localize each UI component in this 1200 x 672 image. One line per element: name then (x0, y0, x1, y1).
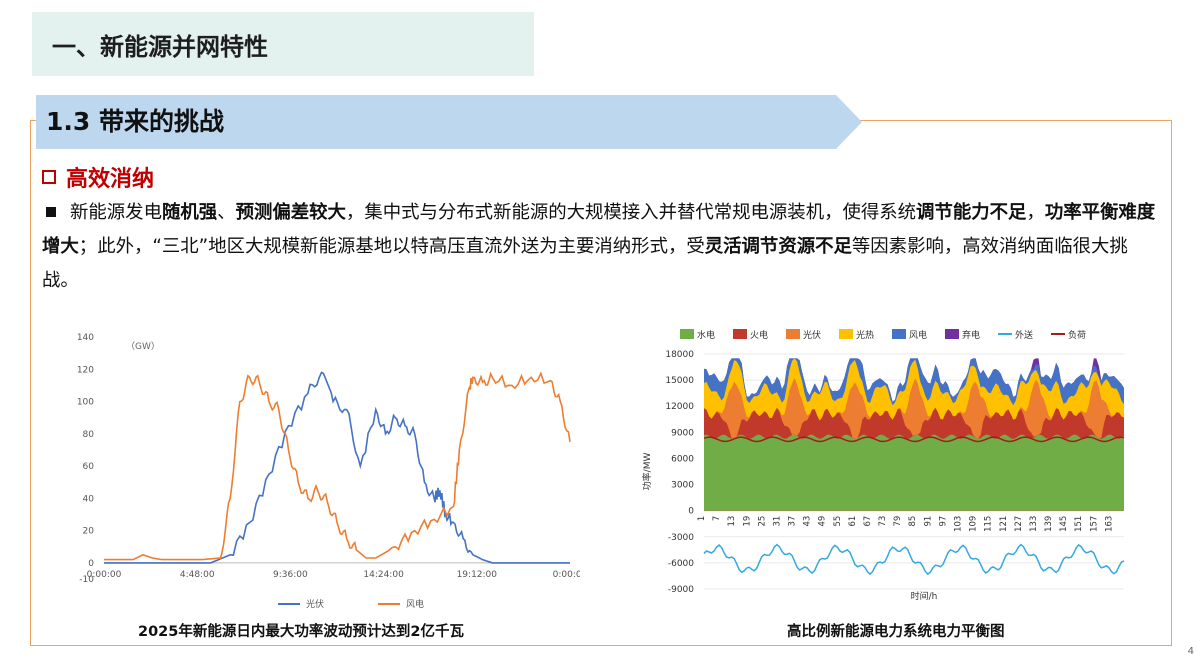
heading-text: 高效消纳 (66, 167, 155, 192)
series-line-pv (104, 371, 570, 564)
x-axis-label: 时间/h (911, 590, 938, 602)
x-tick-label: 163 (1104, 516, 1114, 532)
square-bullet-icon (42, 170, 56, 184)
y-tick-label: 15000 (665, 376, 694, 386)
y-tick-label: 9000 (671, 428, 694, 438)
bullet-icon (46, 207, 56, 217)
load-line (703, 436, 1125, 443)
y-tick-label: 140 (77, 333, 94, 343)
legend-swatch (839, 329, 853, 339)
y-tick-label: -10 (79, 575, 94, 585)
legend-swatch (945, 329, 959, 339)
legend-label: 光伏 (306, 598, 324, 610)
legend-label: 风电 (909, 329, 927, 341)
legend-swatch (892, 329, 906, 339)
x-tick-label: 157 (1089, 516, 1099, 532)
x-tick-label: 37 (788, 516, 798, 527)
x-tick-label: 19:12:00 (457, 570, 498, 580)
power-fluctuation-chart: （GW） -10 0 20 40 60 80 100 120 140 0:00:00 4:48:00 9… (77, 333, 580, 610)
x-tick-label: 9:36:00 (273, 570, 308, 580)
y-tick-label: -9000 (668, 585, 694, 595)
x-tick-label: 127 (1014, 516, 1024, 532)
x-tick-label: 85 (908, 516, 918, 527)
challenge-paragraph: 新能源发电随机强、预测偏差较大，集中式与分布式新能源的大规模接入并替代常规电源装… (42, 202, 1156, 291)
x-tick-label: 67 (863, 516, 873, 527)
y-tick-label: 120 (77, 365, 94, 375)
legend-swatch (680, 329, 694, 339)
x-tick-label: 1 (697, 516, 707, 521)
y-tick-label: 3000 (671, 481, 694, 491)
x-tick-label: 61 (848, 516, 858, 527)
x-tick-label: 133 (1029, 516, 1039, 532)
x-tick-label: 49 (818, 516, 828, 527)
power-balance-chart: 水电 火电 光伏 光热 风电 弃电 外送 负荷 -9000 -6000 -3000 0 3000 6000… (641, 329, 1125, 602)
x-tick-label: 145 (1059, 516, 1069, 532)
legend-label: 水电 (697, 329, 715, 341)
heading-efficient-consumption: 高效消纳 (42, 161, 154, 193)
y-tick-label: 20 (83, 527, 95, 537)
x-tick-label: 4:48:00 (180, 570, 215, 580)
legend-label: 风电 (406, 598, 424, 610)
legend-swatch (786, 329, 800, 339)
x-tick-label: 91 (923, 516, 933, 527)
x-tick-label: 73 (878, 516, 888, 527)
y-tick-label: 18000 (665, 350, 694, 360)
y-tick-label: 6000 (671, 454, 694, 464)
legend-label: 外送 (1015, 329, 1033, 341)
chart-left-caption: 2025年新能源日内最大功率波动预计达到2亿千瓦 (138, 624, 464, 640)
y-tick-label: 0 (688, 507, 694, 517)
page-number: 4 (1187, 646, 1194, 657)
y-axis-label: 功率/MW (641, 453, 653, 491)
x-tick-label: 151 (1074, 516, 1084, 532)
y-tick-label: 60 (83, 462, 95, 472)
x-tick-label: 25 (757, 516, 767, 527)
x-tick-label: 0:00:00 (87, 570, 122, 580)
x-tick-label: 139 (1044, 516, 1054, 532)
sub-title: 1.3 带来的挑战 (46, 107, 224, 136)
x-tick-label: 13 (727, 516, 737, 527)
x-tick-label: 7 (712, 516, 722, 521)
x-tick-label: 97 (938, 516, 948, 527)
y-tick-label: 40 (83, 494, 95, 504)
x-tick-label: 14:24:00 (363, 570, 404, 580)
series-line-wind (104, 371, 571, 561)
legend-label: 光伏 (803, 329, 821, 341)
x-tick-label: 55 (833, 516, 843, 527)
x-tick-label: 0:00:00 (553, 570, 580, 580)
x-tick-label: 19 (742, 516, 752, 527)
x-tick-label: 109 (969, 516, 979, 532)
y-tick-label: 12000 (665, 402, 694, 412)
x-tick-label: 79 (893, 516, 903, 527)
x-tick-label: 115 (984, 516, 994, 532)
legend-label: 火电 (750, 329, 768, 341)
x-tick-label: 43 (803, 516, 813, 527)
x-tick-label: 121 (999, 516, 1009, 532)
legend-swatch (733, 329, 747, 339)
chart-right-caption: 高比例新能源电力系统电力平衡图 (787, 624, 1005, 640)
legend-label: 负荷 (1068, 329, 1086, 341)
y-tick-label: 100 (77, 398, 94, 408)
y-tick-label: 80 (83, 430, 95, 440)
y-tick-label: -3000 (668, 533, 694, 543)
sub-title-banner: 1.3 带来的挑战 (36, 95, 862, 149)
section-title: 一、新能源并网特性 (32, 12, 534, 76)
x-tick-label: 103 (954, 516, 964, 532)
legend-label: 光热 (856, 329, 874, 341)
y-tick-label: 0 (88, 559, 94, 569)
export-line (703, 543, 1125, 576)
y-tick-label: -6000 (668, 559, 694, 569)
x-tick-label: 31 (772, 516, 782, 527)
legend-label: 弃电 (962, 329, 980, 341)
unit-label: （GW） (126, 341, 160, 352)
area-hydro (704, 434, 1124, 511)
